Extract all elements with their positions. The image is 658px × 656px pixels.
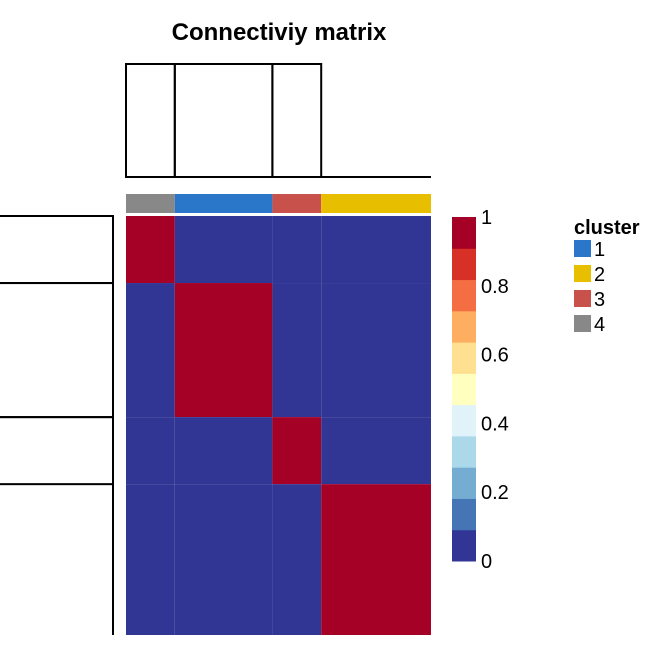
dendrogram-branch (125, 63, 176, 178)
color-scale-tick-label: 1 (481, 207, 492, 229)
color-scale-tick-label: 0.8 (481, 276, 509, 298)
heatmap-cells (126, 216, 431, 635)
top-dendrogram (125, 63, 431, 178)
cluster-legend-label: 4 (594, 314, 605, 336)
color-scale-swatch (452, 217, 476, 249)
heatmap-cell (126, 283, 175, 418)
color-scale-swatch (452, 498, 476, 531)
heatmap-cell (321, 283, 431, 418)
dendrogram-branch (0, 282, 114, 419)
annotation-cell (321, 194, 431, 213)
cluster-legend-swatch (574, 240, 591, 257)
heatmap-cell (272, 417, 322, 485)
heatmap-cell (272, 216, 322, 284)
annotation-cell (126, 194, 175, 213)
cluster-annotation-bar (126, 194, 431, 213)
chart-title: Connectiviy matrix (172, 19, 387, 46)
dendrogram-branch (0, 416, 114, 486)
color-scale-swatch (452, 529, 476, 562)
color-scale-swatch (452, 373, 476, 406)
heatmap-cell (174, 417, 273, 485)
color-scale-tick-label: 0.6 (481, 345, 509, 367)
heatmap-cell (272, 283, 322, 418)
left-dendrogram (0, 215, 114, 635)
color-scale-swatch (452, 342, 476, 374)
color-scale-tick-label: 0.4 (481, 413, 509, 435)
color-scale-swatch (452, 310, 476, 343)
color-scale-legend (452, 217, 476, 562)
cluster-legend-title: cluster (574, 217, 640, 239)
cluster-legend-label: 1 (594, 239, 605, 261)
heatmap-cell (321, 417, 431, 485)
dendrogram-branch (173, 63, 274, 178)
heatmap-cell (174, 283, 273, 418)
cluster-legend-label: 3 (594, 289, 605, 311)
annotation-cell (174, 194, 273, 213)
cluster-legend: cluster 1 2 3 4 (574, 217, 640, 336)
heatmap-cell (321, 216, 431, 284)
dendrogram-branch (0, 215, 114, 285)
color-scale-swatch (452, 248, 476, 281)
heatmap-cell (174, 216, 273, 284)
color-scale-swatch (452, 279, 476, 312)
heatmap-cell (126, 216, 175, 284)
cluster-legend-swatch (574, 290, 591, 307)
heatmap-cell (126, 484, 175, 635)
cluster-legend-label: 2 (594, 264, 605, 286)
color-scale-swatch (452, 404, 476, 437)
cluster-legend-swatch (574, 315, 591, 332)
heatmap-cell (272, 484, 322, 635)
heatmap-cell (126, 417, 175, 485)
cluster-legend-swatch (574, 265, 591, 282)
color-scale-ticks: 0 0.2 0.4 0.6 0.8 1 (481, 207, 509, 573)
heatmap-cell (321, 484, 431, 635)
annotation-cell (272, 194, 322, 213)
color-scale-tick-label: 0.2 (481, 482, 509, 504)
heatmap-cell (174, 484, 273, 635)
color-scale-swatch (452, 435, 476, 468)
color-scale-tick-label: 0 (481, 551, 492, 573)
dendrogram-branch (271, 63, 323, 178)
color-scale-swatch (452, 467, 476, 499)
